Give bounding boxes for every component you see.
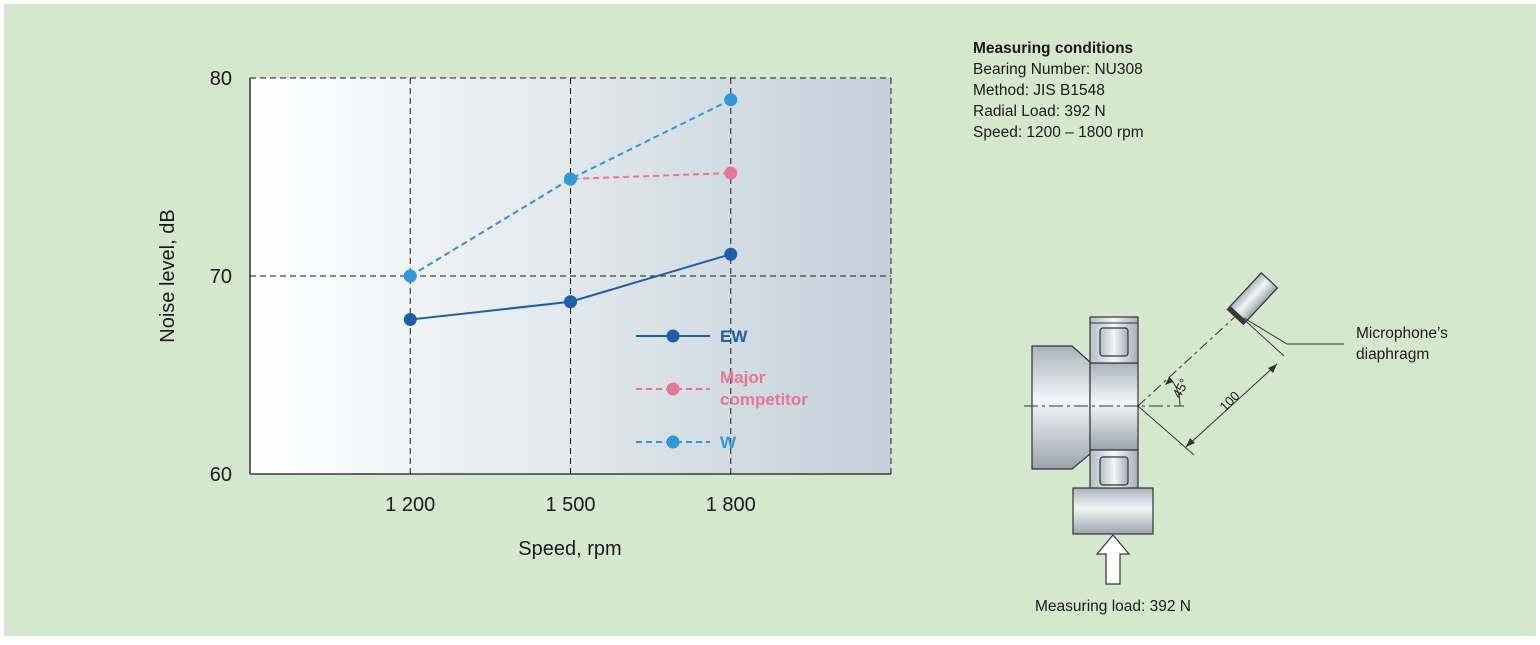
legend-label: Major — [720, 368, 766, 387]
x-tick-label: 1 500 — [545, 494, 595, 516]
x-tick-label: 1 800 — [706, 494, 756, 516]
distance-label: 100 — [1217, 388, 1243, 414]
legend-marker — [666, 382, 680, 396]
roller-top — [1099, 327, 1129, 357]
data-point-w — [403, 269, 417, 283]
y-tick-label: 70 — [210, 266, 232, 288]
load-arrow-icon — [1095, 534, 1131, 585]
legend: EW Major competitor W — [636, 327, 808, 452]
bearing-test-diagram: 45° 100 Microphone’s diaphragm Measuring… — [1024, 272, 1448, 615]
data-point-major-competitor — [724, 166, 738, 180]
legend-label: EW — [720, 327, 748, 346]
legend-marker — [666, 435, 680, 449]
microphone-label-line2: diaphragm — [1356, 346, 1429, 363]
data-point-ew — [724, 247, 738, 261]
legend-label: competitor — [720, 390, 808, 409]
distance-dimension — [1185, 363, 1278, 448]
y-tick-label: 60 — [210, 464, 232, 486]
condition-method: Method: JIS B1548 — [973, 82, 1105, 99]
shaft — [1031, 345, 1091, 470]
y-axis-title: Noise level, dB — [157, 209, 179, 342]
microphone-label-line1: Microphone’s — [1356, 325, 1448, 342]
microphone-callout — [1243, 317, 1344, 345]
angle-label: 45° — [1169, 376, 1191, 400]
legend-label: W — [720, 433, 737, 452]
data-point-ew — [403, 313, 417, 327]
condition-bearing-number: Bearing Number: NU308 — [973, 61, 1143, 78]
data-point-ew — [564, 295, 577, 309]
microphone-axis — [1137, 313, 1239, 407]
angle-arc — [1168, 376, 1181, 407]
series-layer — [403, 93, 738, 327]
load-label: Measuring load: 392 N — [1035, 598, 1191, 615]
conditions-title: Measuring conditions — [973, 40, 1133, 57]
microphone-icon — [1226, 272, 1279, 326]
load-block — [1072, 487, 1154, 535]
roller-bottom — [1099, 456, 1129, 486]
figure-panel: 60 70 80 1 200 1 500 1 800 Speed, rpm Noise l… — [4, 4, 1536, 636]
y-tick-label: 80 — [210, 68, 232, 90]
condition-radial-load: Radial Load: 392 N — [973, 103, 1106, 120]
grid-lines — [250, 77, 892, 474]
legend-marker — [666, 329, 680, 343]
condition-speed: Speed: 1200 – 1800 rpm — [973, 124, 1144, 141]
x-axis-title: Speed, rpm — [518, 538, 621, 560]
series-line-w — [409, 98, 732, 277]
data-point-w — [564, 172, 577, 186]
data-point-w — [724, 93, 738, 107]
x-tick-label: 1 200 — [385, 494, 435, 516]
figure-canvas: 60 70 80 1 200 1 500 1 800 Speed, rpm Noise l… — [157, 40, 1448, 615]
